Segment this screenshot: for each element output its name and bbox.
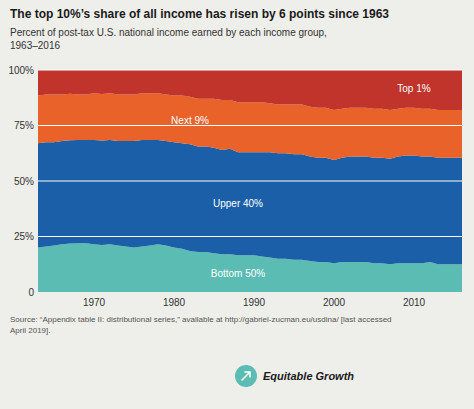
area-band — [38, 140, 462, 264]
grid-line — [38, 181, 462, 182]
grid-line — [38, 70, 462, 71]
text-line: Source: “Appendix table II: distribution… — [10, 315, 392, 324]
subtitle: Percent of post-tax U.S. national income… — [10, 27, 327, 51]
y-tick-label: 50% — [14, 176, 34, 187]
text-line: Percent of post-tax U.S. national income… — [10, 27, 327, 38]
grid-line — [38, 125, 462, 126]
area-band — [38, 70, 462, 110]
x-tick-label: 1970 — [83, 297, 106, 308]
y-tick-label: 75% — [14, 120, 34, 131]
x-tick-label: 2000 — [323, 297, 346, 308]
series-label: Top 1% — [397, 83, 430, 94]
logo-text: Equitable Growth — [263, 370, 354, 382]
logo-arrow — [242, 372, 250, 380]
logo-icon — [235, 365, 257, 387]
series-label: Next 9% — [171, 115, 209, 126]
plot-area — [38, 70, 462, 292]
x-tick-label: 1990 — [243, 297, 266, 308]
y-tick-label: 25% — [14, 231, 34, 242]
chart: The top 10%’s share of all income has ri… — [0, 0, 474, 409]
title: The top 10%’s share of all income has ri… — [10, 7, 389, 21]
x-tick-label: 1980 — [163, 297, 186, 308]
y-tick-label: 100% — [8, 65, 34, 76]
grid-line — [38, 236, 462, 237]
y-tick-label: 0 — [28, 287, 34, 298]
source: Source: “Appendix table II: distribution… — [10, 315, 392, 335]
series-label: Bottom 50% — [211, 268, 266, 279]
series-label: Upper 40% — [213, 198, 263, 209]
text-line: 1963–2016 — [10, 40, 60, 51]
text-line: April 2019]. — [10, 326, 50, 335]
background — [0, 0, 474, 409]
text-line: The top 10%’s share of all income has ri… — [10, 7, 389, 21]
x-tick-label: 2010 — [403, 297, 426, 308]
